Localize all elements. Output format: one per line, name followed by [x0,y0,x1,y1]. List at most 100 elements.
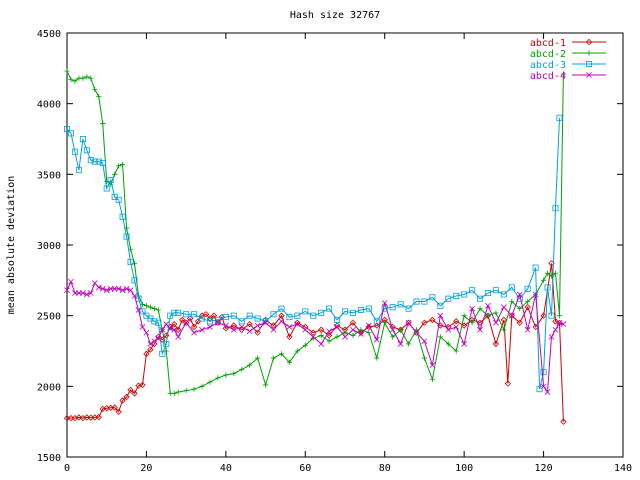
series-abcd-1 [63,260,567,425]
data-point [398,327,404,333]
data-point [453,324,460,330]
data-point [405,305,412,312]
data-point [326,305,333,312]
data-point [389,304,396,311]
data-point [159,326,166,333]
data-point [199,315,206,322]
data-point [405,319,412,326]
data-point [202,311,210,318]
plot-area-frame [66,32,624,458]
data-point [155,335,162,342]
data-point [294,321,301,328]
data-point [143,329,150,336]
data-point [123,285,130,292]
data-point [230,322,237,329]
data-point [120,161,126,168]
data-point [131,390,138,397]
data-point [64,68,70,74]
x-tick-label: 60 [299,463,311,474]
data-point [270,311,277,318]
data-point [469,320,475,326]
series-line [66,117,560,390]
data-point [544,270,551,276]
data-point [270,322,277,329]
data-point [64,287,70,294]
data-point [310,333,317,340]
data-point [302,308,309,315]
data-point [532,291,539,298]
data-point [67,130,74,137]
data-point [390,334,396,340]
data-point [147,346,154,353]
data-point [191,311,198,318]
x-tick-label: 120 [535,463,553,474]
data-point [171,320,178,328]
data-point [207,324,213,330]
data-point [238,318,245,325]
data-point [100,120,106,127]
data-point [115,196,122,203]
data-point [175,389,181,395]
data-point [524,304,531,311]
data-point [103,185,110,192]
data-point [532,264,539,271]
data-point [500,316,508,324]
y-tick-label: 2500 [37,312,61,323]
data-point [485,313,491,319]
data-point [186,315,194,322]
data-point [492,287,499,294]
data-point [342,333,348,340]
legend-marker [586,61,593,68]
data-point [83,414,91,421]
chart-title: Hash size 32767 [290,10,380,21]
data-point [87,290,94,296]
series-abcd-3 [64,114,563,393]
data-point [524,285,531,292]
data-point [524,326,531,333]
data-point [382,320,388,326]
data-point [206,318,213,325]
data-point [155,319,162,326]
data-point [246,328,253,335]
data-point [500,304,507,311]
data-point [155,307,161,313]
data-point [215,319,221,326]
data-point [246,312,253,319]
data-point [99,160,106,167]
data-point [429,376,435,382]
data-point [123,233,130,240]
data-point [544,284,551,291]
data-point [182,319,190,326]
data-point [179,316,186,324]
data-point [334,324,340,330]
data-point [210,312,218,319]
data-point [357,307,364,314]
data-point [246,320,253,328]
data-point [286,324,293,330]
data-point [286,314,293,321]
data-point [302,342,308,348]
data-point [437,302,444,309]
data-point [119,287,126,294]
data-point [381,300,388,306]
data-point [270,326,277,333]
data-point [123,393,130,401]
data-point [163,340,170,347]
data-point [429,362,436,369]
data-point [389,326,396,333]
data-point [421,319,428,326]
data-point [556,319,563,326]
data-point [484,290,491,297]
data-point [556,313,563,319]
data-point [405,319,412,326]
data-point [421,298,428,305]
data-point [349,309,356,316]
data-point [278,305,285,312]
data-point [485,302,491,309]
legend-label: abcd-3 [530,60,566,71]
data-point [509,298,515,305]
data-point [500,291,507,298]
data-point [68,77,74,83]
data-point [469,305,475,312]
data-point [71,148,78,155]
